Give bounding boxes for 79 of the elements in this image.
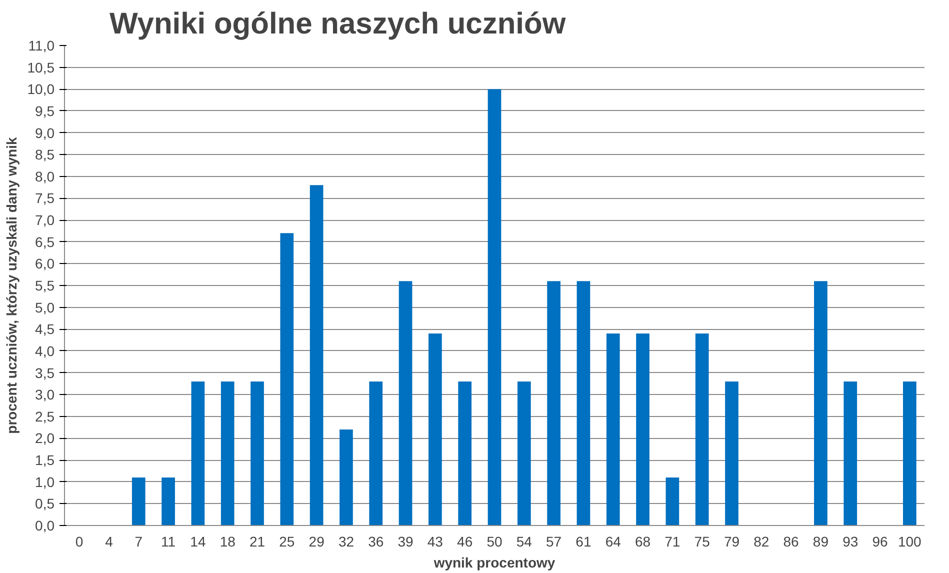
- y-tick-label: 3,5: [35, 364, 55, 381]
- y-tick-label: 5,0: [35, 299, 55, 316]
- x-tick-label: 25: [279, 534, 295, 550]
- y-tick-label: 8,5: [35, 146, 55, 163]
- bar: [398, 281, 412, 526]
- bar: [725, 382, 738, 526]
- x-tick-label: 43: [427, 534, 444, 550]
- y-tick-label: 9,0: [35, 124, 55, 141]
- bar: [695, 334, 709, 526]
- bar: [310, 185, 324, 526]
- y-tick-label: 9,5: [35, 102, 55, 119]
- y-tick-label: 11,0: [28, 38, 55, 54]
- bar: [220, 382, 234, 526]
- y-tick-label: 4,5: [35, 321, 55, 338]
- y-tick-label: 2,5: [35, 408, 55, 424]
- y-tick-label: 10,0: [27, 81, 55, 98]
- x-tick-label: 4: [105, 534, 114, 550]
- x-tick-label: 29: [308, 534, 325, 550]
- bar: [458, 382, 472, 526]
- y-tick-label: 0,5: [35, 496, 55, 512]
- y-tick-label: 2,0: [35, 430, 55, 446]
- x-tick-label: 64: [605, 534, 622, 550]
- x-tick-label: 39: [398, 534, 414, 550]
- x-tick-label: 21: [249, 534, 266, 550]
- bar: [576, 281, 590, 526]
- x-tick-label: 82: [754, 534, 770, 550]
- bar: [191, 382, 205, 526]
- bar: [369, 382, 383, 526]
- y-tick-label: 1,5: [35, 452, 55, 468]
- x-tick-label: 14: [190, 534, 206, 550]
- x-tick-label: 89: [812, 534, 829, 550]
- x-tick-label: 79: [724, 534, 740, 550]
- bar: [903, 382, 916, 526]
- x-tick-label: 75: [694, 534, 710, 550]
- chart-title: Wyniki ogólne naszych uczniów: [110, 8, 566, 40]
- x-tick-label: 7: [134, 534, 143, 550]
- bar: [428, 334, 442, 526]
- bar: [280, 233, 294, 526]
- bar: [636, 334, 650, 526]
- y-tick-label: 5,5: [35, 278, 55, 294]
- y-tick-label: 6,5: [35, 234, 55, 250]
- x-tick-label: 61: [576, 534, 592, 550]
- y-tick-label: 8,0: [35, 168, 55, 184]
- x-tick-label: 57: [546, 534, 562, 550]
- x-tick-label: 18: [220, 534, 236, 550]
- x-tick-label: 50: [486, 534, 502, 550]
- x-tick-label: 11: [161, 534, 176, 550]
- bar: [547, 281, 560, 526]
- x-tick-label: 86: [783, 534, 800, 550]
- x-axis-title: wynik procentowy: [432, 554, 556, 570]
- bar: [488, 89, 502, 526]
- y-tick-label: 4,0: [35, 342, 55, 359]
- bar: [517, 382, 531, 526]
- bar: [250, 382, 264, 526]
- x-tick-label: 100: [898, 534, 922, 550]
- bar: [132, 478, 146, 526]
- bar: [606, 334, 620, 526]
- y-tick-label: 3,0: [35, 386, 55, 403]
- bar: [162, 478, 175, 526]
- x-tick-label: 71: [664, 534, 680, 550]
- x-tick-label: 46: [457, 534, 473, 550]
- x-tick-label: 93: [842, 534, 858, 550]
- bar: [814, 281, 828, 526]
- y-tick-label: 0,0: [35, 518, 55, 534]
- y-tick-label: 7,5: [35, 190, 55, 206]
- bar: [340, 430, 353, 526]
- x-tick-label: 36: [368, 534, 384, 550]
- bar: [844, 382, 858, 526]
- x-tick-label: 96: [872, 534, 888, 550]
- bar: [666, 478, 680, 526]
- x-tick-label: 54: [516, 534, 532, 550]
- y-tick-label: 1,0: [35, 474, 55, 490]
- x-tick-label: 32: [338, 534, 354, 550]
- y-tick-label: 7,0: [35, 212, 55, 228]
- y-tick-label: 10,5: [27, 59, 55, 76]
- y-tick-label: 6,0: [35, 256, 55, 272]
- x-tick-label: 0: [75, 534, 84, 550]
- x-tick-label: 68: [634, 534, 651, 550]
- y-axis-title: procent uczniów, którzy uzyskali dany wynik: [3, 136, 20, 434]
